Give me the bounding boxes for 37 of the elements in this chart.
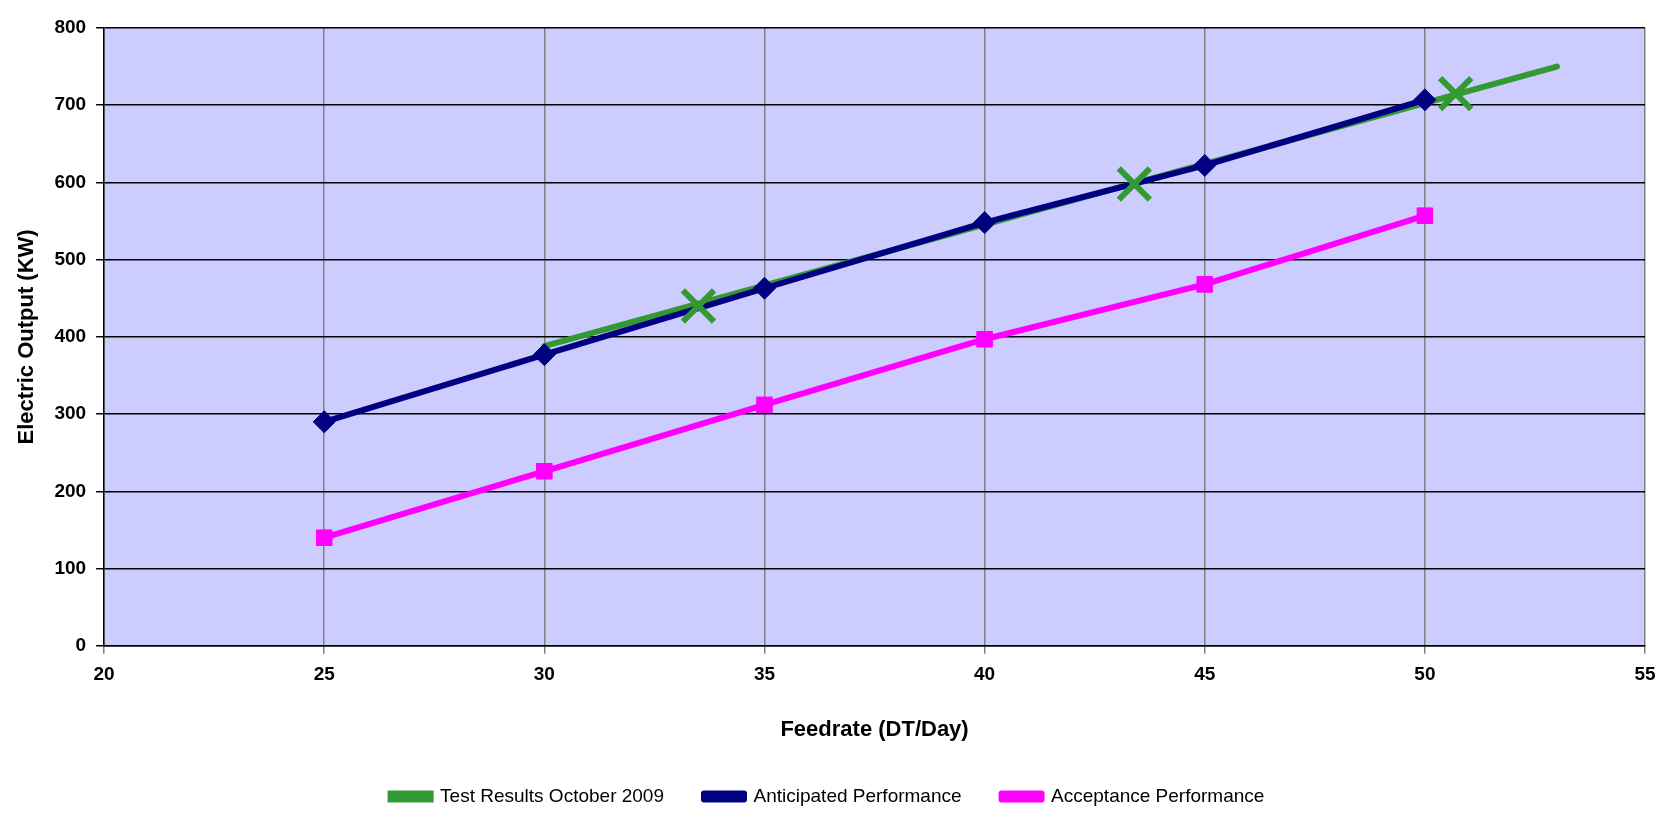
x-tick-label: 45 [1194,663,1216,685]
x-tick-label: 20 [93,663,115,685]
y-tick-label: 500 [54,247,87,269]
legend-label: Test Results October 2009 [440,784,664,806]
point [679,287,717,325]
point [312,410,336,434]
y-tick-label: 600 [54,170,87,192]
legend-label: Acceptance Performance [1051,784,1265,806]
point [1193,153,1217,177]
y-tick-label: 0 [75,634,87,656]
y-axis-title: Electric Output (KW) [13,229,39,445]
y-tick-label: 400 [54,325,87,347]
x-tick-label: 55 [1634,663,1656,685]
point [973,211,997,235]
y-tick-label: 800 [54,16,87,38]
y-tick-label: 700 [54,93,87,115]
y-tick-label: 200 [54,479,87,501]
y-tick-label: 100 [54,556,87,578]
point [532,343,556,367]
point [756,396,773,414]
y-tick-label: 300 [54,402,87,424]
x-tick-label: 30 [533,663,555,685]
point [1413,88,1437,112]
point [1416,207,1434,224]
x-tick-label: 35 [753,663,776,685]
point [1196,276,1214,293]
x-tick-label: 25 [313,663,336,685]
point [976,330,993,348]
point [536,462,553,480]
x-tick-label: 40 [974,663,996,685]
point [1437,75,1475,113]
point [315,529,333,546]
x-tick-label: 50 [1414,663,1436,685]
legend-label: Anticipated Performance [753,784,962,806]
point [752,276,776,300]
x-axis-title: Feedrate (DT/Day) [780,715,969,741]
point [1115,165,1153,203]
